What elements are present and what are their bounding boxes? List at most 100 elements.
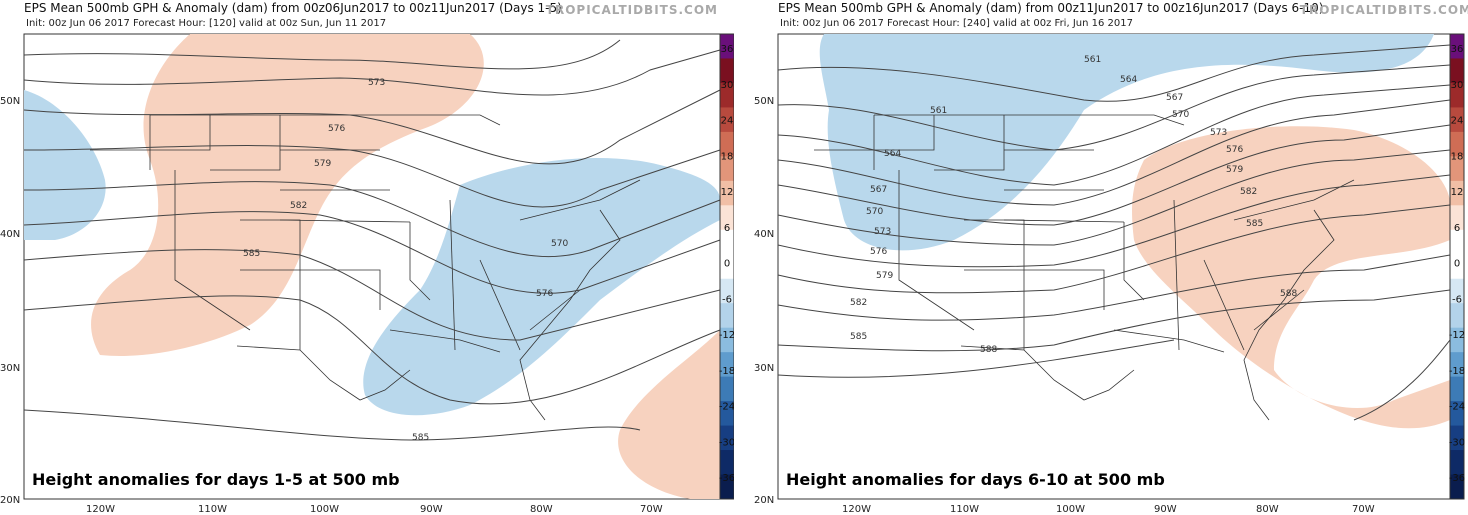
- height-contours: [777, 44, 1451, 421]
- colorbar-label: -18: [719, 366, 734, 377]
- colorbar-swatch: [1450, 425, 1464, 451]
- colorbar-swatch: [1450, 180, 1464, 206]
- colorbar-label: 18: [721, 151, 734, 162]
- contour-label: 570: [551, 239, 568, 249]
- contour-label: 585: [243, 249, 260, 259]
- lon-label: 70W: [1352, 504, 1375, 515]
- colorbar-label: -18: [1449, 366, 1465, 377]
- colorbar-frame: [719, 33, 734, 500]
- lat-label: 20N: [754, 495, 774, 506]
- lat-label: 30N: [754, 363, 774, 374]
- colorbar-swatch: [1450, 156, 1464, 182]
- positive-anomaly-east: [1132, 126, 1450, 429]
- contour-label: 564: [884, 149, 901, 159]
- colorbar-swatch: [1450, 303, 1464, 329]
- contour-label: 576: [328, 124, 345, 134]
- colorbar-swatch: [720, 254, 734, 280]
- colorbar-label: -36: [719, 473, 734, 484]
- colorbar-swatch: [720, 58, 734, 84]
- lon-label: 100W: [310, 504, 339, 515]
- political-borders: [90, 114, 641, 421]
- lon-label: 80W: [1256, 504, 1279, 515]
- contour-label: 585: [412, 433, 429, 443]
- colorbar-label: 6: [1454, 223, 1460, 234]
- colorbar-label: 18: [1451, 151, 1464, 162]
- lon-label: 70W: [640, 504, 663, 515]
- colorbar-label: 12: [721, 187, 734, 198]
- lon-label: 110W: [950, 504, 979, 515]
- colorbar-label: -24: [1449, 402, 1465, 413]
- height-contours: [23, 39, 721, 441]
- contour-label: 561: [930, 106, 947, 116]
- map-caption: Height anomalies for days 1-5 at 500 mb: [28, 469, 404, 490]
- colorbar-swatch: [720, 474, 734, 500]
- colorbar-swatch: [720, 156, 734, 182]
- colorbar-swatch: [1450, 58, 1464, 84]
- colorbar-label: -6: [722, 294, 732, 305]
- lat-label: 30N: [0, 363, 20, 374]
- lon-label: 80W: [530, 504, 553, 515]
- lat-label: 50N: [0, 96, 20, 107]
- lat-label: 40N: [0, 229, 20, 240]
- lon-label: 90W: [420, 504, 443, 515]
- latitude-labels: 50N 40N 30N 20N: [0, 96, 20, 506]
- colorbar-label: 0: [724, 259, 730, 270]
- colorbar-swatch: [1450, 278, 1464, 304]
- brand-watermark: TROPICALTIDBITS.COM: [545, 3, 718, 17]
- colorbar-swatch: [720, 107, 734, 133]
- contour-label: 582: [290, 201, 307, 211]
- colorbar-swatch: [1450, 327, 1464, 353]
- colorbar-swatch: [720, 327, 734, 353]
- colorbar-frame: [1449, 33, 1465, 500]
- contour-label: 579: [314, 159, 331, 169]
- contour-label: 588: [980, 345, 997, 355]
- colorbar-swatch: [720, 34, 734, 59]
- contour-label: 567: [870, 185, 887, 195]
- contour-labels: 561 564 567 570 573 576 579 582 585 588 …: [850, 55, 1297, 355]
- map-title: EPS Mean 500mb GPH & Anomaly (dam) from …: [778, 1, 1324, 15]
- contour-label: 570: [866, 207, 883, 217]
- colorbar-swatch: [720, 131, 734, 157]
- contour-label: 576: [870, 247, 887, 257]
- colorbar-label: -12: [719, 330, 734, 341]
- lat-label: 20N: [0, 495, 20, 506]
- contour-label: 585: [1246, 219, 1263, 229]
- map-canvas: 561 564 567 570 573 576 579 582 585 588 …: [754, 33, 1465, 515]
- contour-label: 585: [850, 332, 867, 342]
- colorbar-swatch: [720, 229, 734, 255]
- latitude-labels: 50N 40N 30N 20N: [754, 96, 774, 506]
- colorbar-label: 12: [1451, 187, 1464, 198]
- map-caption: Height anomalies for days 6-10 at 500 mb: [782, 469, 1169, 490]
- contour-label: 564: [1120, 75, 1137, 85]
- negative-anomaly-pacific: [24, 90, 106, 240]
- contour-label: 573: [874, 227, 891, 237]
- contour-label: 573: [368, 78, 385, 88]
- map-canvas: 573 576 579 582 585 570 576 585 50N 40N …: [0, 33, 734, 515]
- colorbar-swatch: [1450, 131, 1464, 157]
- lat-label: 50N: [754, 96, 774, 107]
- colorbar-label: 6: [724, 223, 730, 234]
- colorbar-swatch: [1450, 229, 1464, 255]
- colorbar-label: 0: [1454, 259, 1460, 270]
- contour-label: 561: [1084, 55, 1101, 65]
- brand-watermark: TROPICALTIDBITS.COM: [1299, 3, 1468, 17]
- colorbar-swatch: [1450, 401, 1464, 427]
- colorbar-swatch: [1450, 450, 1464, 476]
- colorbar-swatch: [720, 450, 734, 476]
- colorbar-swatch: [1450, 254, 1464, 280]
- contour-label: 588: [1280, 289, 1297, 299]
- colorbar: 36 30 24 18 12 6 0 -6 -12 -18 -24 -30 -36: [1449, 33, 1465, 500]
- colorbar-swatch: [720, 376, 734, 402]
- lon-label: 110W: [198, 504, 227, 515]
- contour-label: 579: [1226, 165, 1243, 175]
- contour-labels: 573 576 579 582 585 570 576 585: [243, 78, 568, 443]
- colorbar-label: 30: [1451, 80, 1464, 91]
- colorbar-swatch: [720, 425, 734, 451]
- contour-label: 582: [1240, 187, 1257, 197]
- contour-label: 573: [1210, 128, 1227, 138]
- map-title: EPS Mean 500mb GPH & Anomaly (dam) from …: [24, 1, 562, 15]
- colorbar-label: -24: [719, 402, 734, 413]
- colorbar-label: 24: [721, 116, 734, 127]
- colorbar-label: 30: [721, 80, 734, 91]
- colorbar-label: -36: [1449, 473, 1465, 484]
